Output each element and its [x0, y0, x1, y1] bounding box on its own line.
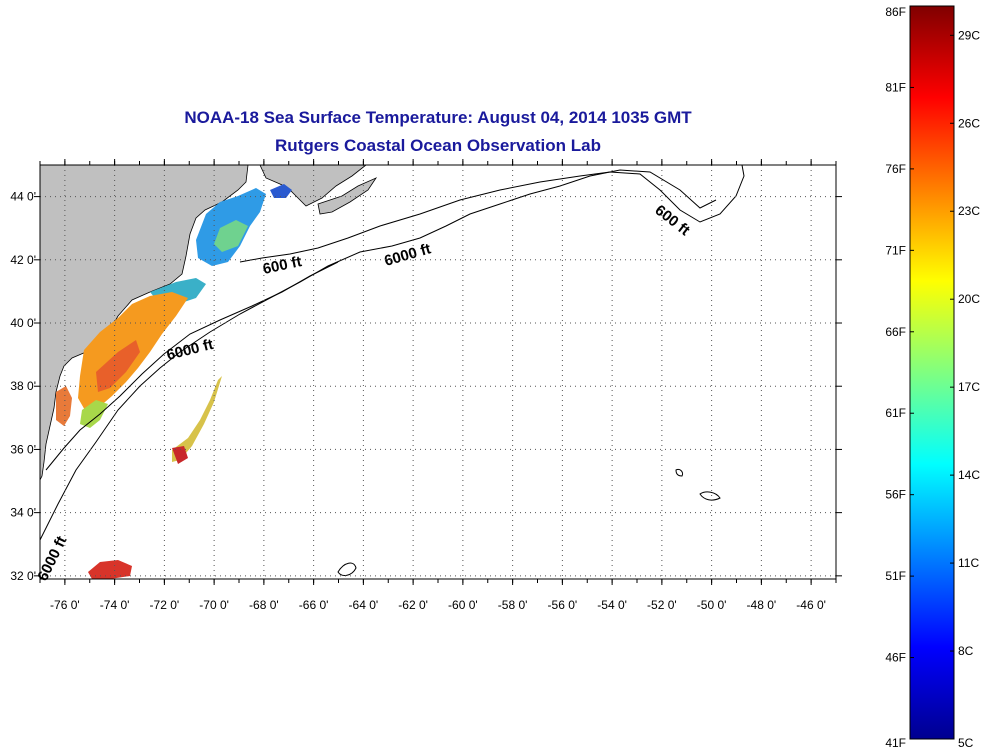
- x-tick-label: -76 0': [50, 598, 80, 612]
- axis-ticks: -76 0' -74 0' -72 0' -70 0' -68 0' -66 0' -64 …: [10, 159, 842, 612]
- plot-frame: [39, 164, 837, 580]
- x-tick-label: -66 0': [299, 598, 329, 612]
- colorbar-c-label: 20C: [958, 292, 980, 306]
- land-maritimes: [259, 164, 368, 207]
- colorbar-f-label: 86F: [885, 5, 906, 19]
- contour-seamount-3: [675, 469, 683, 477]
- land-nova-scotia-tip: [317, 177, 378, 215]
- x-tick-label: -54 0': [597, 598, 627, 612]
- sst-patch-maine-coast: [214, 220, 248, 252]
- x-tick-label: -70 0': [199, 598, 229, 612]
- colorbar-f-label: 56F: [885, 488, 906, 502]
- contour-600ft-shelf: [45, 261, 339, 471]
- gridlines: [40, 165, 836, 579]
- land-layer: [39, 164, 378, 481]
- colorbar-f-label: 51F: [885, 569, 906, 583]
- colorbar-f-label: 81F: [885, 80, 906, 94]
- y-tick-label: 34 0': [10, 506, 36, 520]
- colorbar-labels: 86F 81F 76F 71F 66F 61F 56F 51F 46F 41F 29C 26C 23C 2…: [885, 5, 980, 750]
- colorbar-c-label: 8C: [958, 644, 974, 658]
- x-tick-label: -46 0': [796, 598, 826, 612]
- y-tick-label: 38 0': [10, 379, 36, 393]
- x-tick-label: -60 0': [448, 598, 478, 612]
- contour-600ft-inner: [239, 164, 745, 263]
- chart-subtitle: Rutgers Coastal Ocean Observation Lab: [275, 136, 601, 155]
- y-tick-label: 42 0': [10, 253, 36, 267]
- sst-patches: [56, 184, 292, 579]
- colorbar-c-label: 23C: [958, 204, 980, 218]
- contour-6000ft: [39, 169, 717, 541]
- colorbar-c-label: 29C: [958, 28, 980, 42]
- x-tick-label: -74 0': [100, 598, 130, 612]
- sst-patch-chesapeake: [56, 386, 72, 426]
- x-tick-label: -52 0': [647, 598, 677, 612]
- colorbar-c-label: 17C: [958, 380, 980, 394]
- sst-patch-shelf-green: [80, 400, 108, 428]
- colorbar-f-label: 71F: [885, 243, 906, 257]
- x-tick-label: -64 0': [349, 598, 379, 612]
- colorbar-c-label: 14C: [958, 468, 980, 482]
- x-tick-label: -68 0': [249, 598, 279, 612]
- depth-contours: [39, 164, 745, 576]
- x-tick-label: -72 0': [150, 598, 180, 612]
- colorbar-c-label: 26C: [958, 116, 980, 130]
- y-tick-label: 32 0': [10, 569, 36, 583]
- sst-patch-offshore-warm: [172, 446, 188, 464]
- colorbar-gradient: [909, 5, 955, 740]
- sst-patch-far-north: [270, 184, 292, 198]
- contour-seamount-1: [337, 562, 357, 576]
- x-tick-label: -48 0': [747, 598, 777, 612]
- colorbar-f-label: 66F: [885, 325, 906, 339]
- colorbar-f-label: 61F: [885, 406, 906, 420]
- chart-title: NOAA-18 Sea Surface Temperature: August …: [184, 108, 692, 127]
- x-tick-label: -50 0': [697, 598, 727, 612]
- sst-patch-south: [88, 560, 132, 579]
- y-tick-label: 44 0': [10, 190, 36, 204]
- y-tick-label: 40 0': [10, 316, 36, 330]
- colorbar-f-label: 41F: [885, 736, 906, 750]
- colorbar-c-label: 5C: [958, 736, 974, 750]
- x-tick-label: -62 0': [398, 598, 428, 612]
- y-tick-label: 36 0': [10, 442, 36, 456]
- sst-patch-mid-atlantic-warm: [96, 340, 140, 392]
- colorbar-f-label: 76F: [885, 162, 906, 176]
- x-tick-label: -56 0': [548, 598, 578, 612]
- colorbar-f-label: 46F: [885, 651, 906, 665]
- x-tick-label: -58 0': [498, 598, 528, 612]
- contour-seamount-2: [699, 491, 721, 501]
- colorbar-c-label: 11C: [958, 556, 979, 570]
